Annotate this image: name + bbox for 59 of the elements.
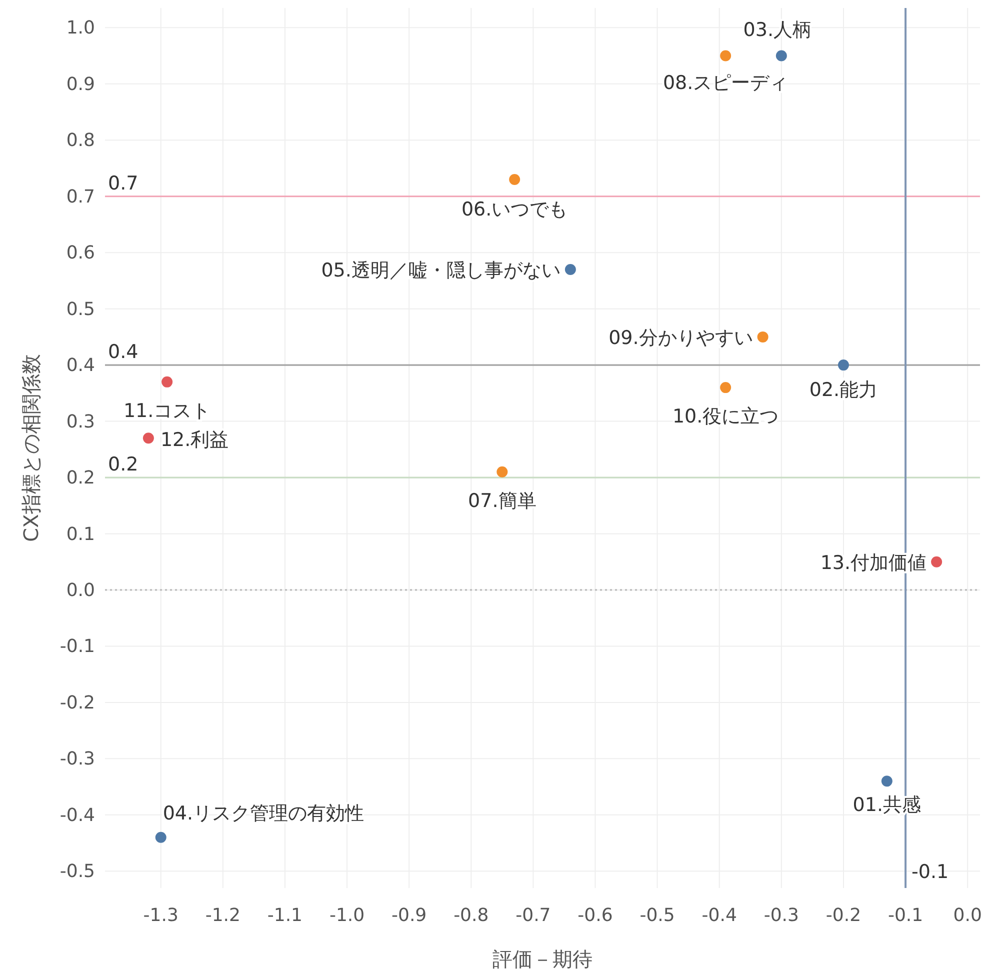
x-tick-label: -0.4 [702, 905, 737, 926]
x-tick-label: -0.1 [888, 905, 924, 926]
y-tick-label: 0.7 [66, 186, 95, 208]
annotation: 06.いつでも [461, 198, 568, 220]
point [931, 556, 942, 568]
point [838, 360, 849, 371]
y-tick-label: 0.9 [66, 74, 95, 95]
x-tick-label: -1.1 [267, 905, 303, 926]
annotation: 07.簡単 [468, 490, 536, 512]
x-tick-label: -1.3 [143, 905, 178, 926]
x-tick-label: 0.0 [953, 905, 982, 926]
ref-line-label: 0.4 [108, 341, 138, 364]
x-tick-label: -0.2 [826, 905, 862, 926]
point [720, 382, 732, 394]
x-tick-label: -0.5 [640, 905, 675, 926]
point [564, 264, 576, 275]
annotation: 04.リスク管理の有効性 [162, 802, 364, 824]
point [776, 50, 787, 62]
y-tick-label: 0.6 [66, 242, 95, 264]
y-tick-label: 1.0 [66, 18, 95, 39]
annotation: 08.スピーディ [662, 72, 788, 94]
y-tick-label: 0.2 [66, 468, 95, 489]
y-tick-label: 0.8 [66, 130, 95, 152]
annotation: 12.利益 [160, 429, 229, 452]
y-tick-label: -0.3 [60, 748, 95, 770]
annotation: 03.人柄 [743, 18, 812, 41]
y-tick-label: 0.4 [66, 355, 95, 376]
y-tick-label: 0.1 [66, 524, 95, 545]
annotation: 05.透明／嘘・隠し事がない [321, 259, 560, 282]
point [720, 50, 732, 62]
x-tick-label: -0.8 [454, 905, 489, 926]
y-tick-label: -0.2 [60, 692, 95, 714]
annotation: 10.役に立つ [672, 406, 779, 428]
ref-line-label: -0.1 [912, 861, 949, 883]
point [757, 331, 768, 342]
y-axis-title: CX指標との相関係数 [19, 354, 43, 542]
y-tick-label: -0.4 [60, 804, 95, 826]
point [496, 466, 508, 478]
x-tick-label: -1.0 [329, 905, 365, 926]
y-tick-label: -0.1 [60, 636, 95, 658]
point [155, 832, 166, 843]
x-tick-label: -0.6 [578, 905, 613, 926]
x-tick-label: -1.2 [205, 905, 240, 926]
x-axis-title: 評価－期待 [492, 947, 592, 971]
x-tick-label: -0.9 [392, 905, 427, 926]
ref-line-label: 0.2 [108, 454, 138, 476]
annotation: 11.コスト [123, 400, 211, 422]
annotation: 02.能力 [809, 379, 878, 402]
point [509, 174, 520, 185]
point [162, 376, 173, 388]
ref-line-label: 0.7 [108, 172, 138, 194]
point [142, 432, 154, 444]
x-tick-label: -0.3 [764, 905, 799, 926]
y-tick-label: 0.3 [66, 411, 95, 432]
y-tick-label: 0.0 [66, 580, 95, 601]
y-tick-label: -0.5 [60, 861, 95, 882]
x-tick-label: -0.7 [516, 905, 551, 926]
y-tick-label: 0.5 [66, 298, 95, 320]
point [881, 776, 892, 787]
